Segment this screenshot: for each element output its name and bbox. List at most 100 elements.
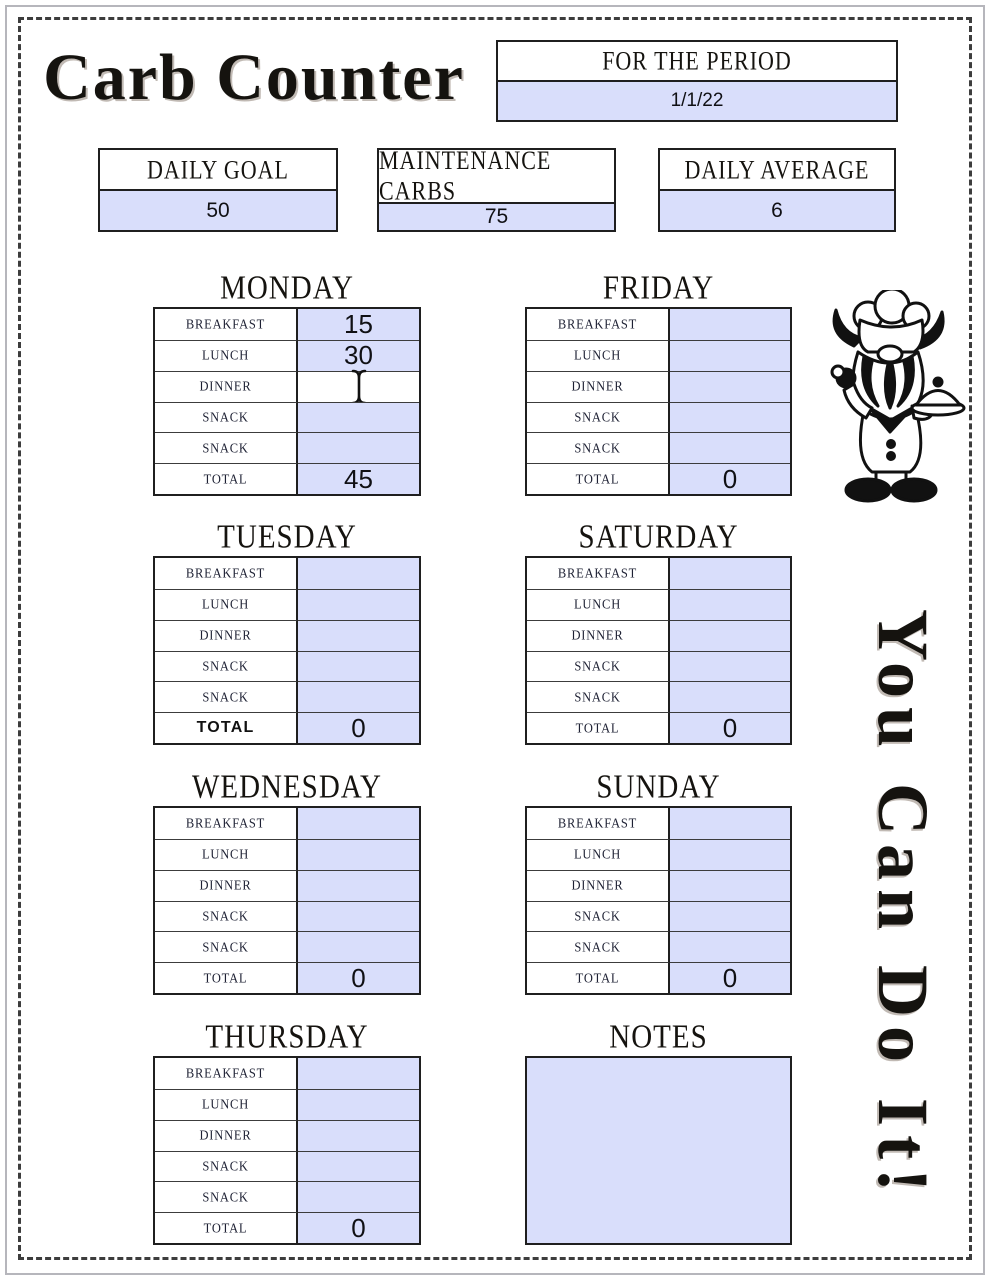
- meal-value-cell[interactable]: [298, 650, 419, 682]
- meal-value-cell[interactable]: [670, 808, 790, 839]
- meal-value-cell[interactable]: [670, 900, 790, 932]
- stat-value: 75: [484, 205, 509, 228]
- meal-value-cell[interactable]: 30: [298, 339, 419, 371]
- meal-value-cell[interactable]: [670, 370, 790, 402]
- stat-value-cell[interactable]: 6: [660, 191, 894, 230]
- meal-label-cell: LUNCH: [155, 339, 298, 371]
- meal-value-cell[interactable]: [298, 369, 419, 404]
- day-title-text: FRIDAY: [602, 269, 715, 306]
- day-title-sunday: SUNDAY: [525, 768, 792, 805]
- day-section-wednesday: WEDNESDAY BREAKFAST LUNCH DINNER SNACK SNACK T…: [153, 768, 421, 995]
- day-title-wednesday: WEDNESDAY: [153, 768, 421, 805]
- meal-value-cell[interactable]: [670, 339, 790, 371]
- total-value-cell[interactable]: 0: [670, 962, 790, 993]
- cell-label: SNACK: [202, 1188, 249, 1205]
- meal-value-cell[interactable]: [670, 650, 790, 682]
- day-title-text: TUESDAY: [217, 518, 357, 555]
- meal-label-cell: LUNCH: [527, 588, 670, 620]
- day-section-sunday: SUNDAY BREAKFAST LUNCH DINNER SNACK SNACK TOTA…: [525, 768, 792, 995]
- meal-value-cell[interactable]: [298, 1119, 419, 1151]
- meal-value-cell[interactable]: [298, 1150, 419, 1182]
- total-value-cell[interactable]: 0: [298, 962, 419, 993]
- day-title-friday: FRIDAY: [525, 269, 792, 306]
- total-value-cell[interactable]: 45: [298, 463, 419, 494]
- meal-label-cell: SNACK: [527, 681, 670, 713]
- period-value-cell[interactable]: 1/1/22: [498, 82, 896, 120]
- meal-value-cell[interactable]: [670, 869, 790, 901]
- meal-label-cell: SNACK: [155, 401, 298, 433]
- meal-value-cell[interactable]: [298, 838, 419, 870]
- meal-label-cell: SNACK: [527, 432, 670, 464]
- cell-value: 15: [344, 308, 373, 339]
- meal-label-cell: BREAKFAST: [155, 558, 298, 589]
- meal-value-cell[interactable]: [670, 619, 790, 651]
- meal-value-cell[interactable]: [298, 558, 419, 589]
- meal-value-cell[interactable]: [298, 1181, 419, 1213]
- meal-label-cell: SNACK: [155, 432, 298, 464]
- cell-label: BREAKFAST: [557, 815, 638, 831]
- meal-value-cell[interactable]: [298, 931, 419, 963]
- meal-label-cell: SNACK: [155, 681, 298, 713]
- meal-value-cell[interactable]: [670, 309, 790, 340]
- stat-value-cell[interactable]: 75: [379, 204, 614, 230]
- meal-value-cell[interactable]: [670, 558, 790, 589]
- day-title-thursday: THURSDAY: [153, 1018, 421, 1055]
- meal-value-cell[interactable]: [670, 588, 790, 620]
- meal-label-cell: SNACK: [527, 401, 670, 433]
- meal-value-cell[interactable]: [670, 432, 790, 464]
- total-value-cell[interactable]: 0: [670, 712, 790, 743]
- cell-label: LUNCH: [201, 1096, 250, 1112]
- meal-value-cell[interactable]: [298, 619, 419, 651]
- meal-label-cell: BREAKFAST: [155, 808, 298, 839]
- day-section-thursday: THURSDAY BREAKFAST LUNCH DINNER SNACK SNACK TO…: [153, 1018, 421, 1245]
- cell-value: 0: [351, 1212, 366, 1243]
- cell-label: TOTAL: [203, 1219, 248, 1236]
- meal-value-cell[interactable]: [298, 588, 419, 620]
- meal-value-cell[interactable]: [298, 401, 419, 433]
- cell-label: LUNCH: [573, 347, 622, 363]
- meal-value-cell[interactable]: [298, 681, 419, 713]
- total-value-cell[interactable]: 0: [298, 1212, 419, 1243]
- total-value-cell[interactable]: 0: [298, 712, 419, 743]
- cell-label: SNACK: [574, 658, 621, 674]
- meal-label-cell: BREAKFAST: [155, 309, 298, 340]
- meal-label-cell: DINNER: [527, 619, 670, 651]
- day-title-tuesday: TUESDAY: [153, 518, 421, 555]
- meal-label-cell: LUNCH: [155, 1088, 298, 1120]
- stat-value-cell[interactable]: 50: [100, 191, 336, 230]
- stat-box-maintenance-carbs: MAINTENANCE CARBS 75: [377, 145, 616, 232]
- meal-label-cell: SNACK: [155, 900, 298, 932]
- meal-value-cell[interactable]: [298, 900, 419, 932]
- day-section-saturday: SATURDAY BREAKFAST LUNCH DINNER SNACK SNACK TO…: [525, 518, 792, 745]
- cell-label: BREAKFAST: [557, 316, 638, 332]
- meal-value-cell[interactable]: [670, 931, 790, 963]
- meal-value-cell[interactable]: [298, 869, 419, 901]
- meal-value-cell[interactable]: [298, 1058, 419, 1089]
- cell-label: DINNER: [199, 1127, 252, 1143]
- meal-value-cell[interactable]: [298, 1088, 419, 1120]
- meal-label-cell: SNACK: [155, 1181, 298, 1213]
- cell-label: LUNCH: [573, 846, 622, 862]
- cell-value: 45: [344, 463, 373, 494]
- meal-value-cell[interactable]: [670, 838, 790, 870]
- meal-value-cell[interactable]: [298, 808, 419, 839]
- meal-value-cell[interactable]: [670, 681, 790, 713]
- total-value-cell[interactable]: 0: [670, 463, 790, 494]
- day-title-text: WEDNESDAY: [192, 768, 382, 805]
- meal-value-cell[interactable]: 15: [298, 309, 419, 340]
- motivation-text: You Can Do It!: [863, 608, 944, 1202]
- total-label-cell: TOTAL: [155, 1212, 298, 1243]
- chef-icon: [816, 287, 968, 505]
- stat-label: DAILY AVERAGE: [684, 154, 870, 184]
- meal-value-cell[interactable]: [670, 401, 790, 433]
- cell-label: TOTAL: [196, 719, 255, 737]
- cell-value: 30: [344, 340, 373, 371]
- meal-label-cell: DINNER: [155, 619, 298, 651]
- cell-label: DINNER: [571, 627, 624, 643]
- notes-input[interactable]: [525, 1056, 792, 1245]
- cell-label: DINNER: [199, 627, 252, 643]
- cell-label: SNACK: [202, 658, 249, 674]
- cell-label: BREAKFAST: [185, 565, 266, 581]
- meal-value-cell[interactable]: [298, 432, 419, 464]
- meal-label-cell: BREAKFAST: [527, 808, 670, 839]
